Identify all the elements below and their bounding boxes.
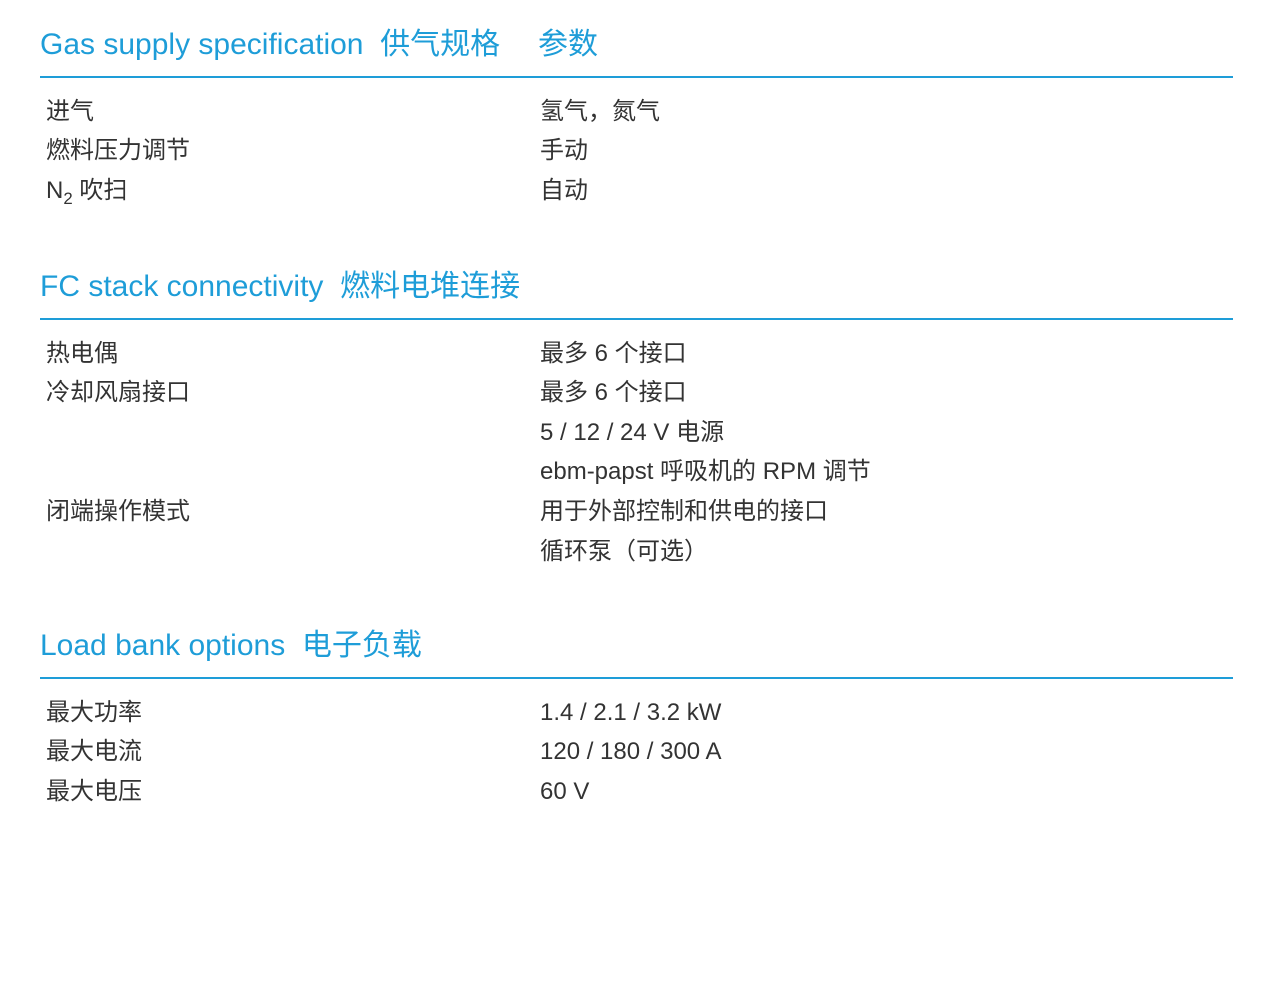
section-title: FC stack connectivity 燃料电堆连接 bbox=[40, 262, 520, 312]
spec-value-line: 最多 6 个接口 bbox=[540, 373, 1233, 413]
section-header: Gas supply specification 供气规格 参数 bbox=[40, 20, 1233, 70]
section-title-zh: 燃料电堆连接 bbox=[340, 270, 520, 303]
spec-value-line: 用于外部控制和供电的接口 bbox=[540, 492, 1233, 532]
spec-value-line: ebm-papst 呼吸机的 RPM 调节 bbox=[540, 452, 1233, 492]
section-divider bbox=[40, 677, 1233, 679]
spec-label: 最大电压 bbox=[40, 772, 540, 812]
spec-value: 氢气，氮气 bbox=[540, 92, 1233, 132]
spec-value-line: 5 / 12 / 24 V 电源 bbox=[540, 413, 1233, 453]
section-header: Load bank options 电子负载 bbox=[40, 621, 1233, 671]
section-divider bbox=[40, 318, 1233, 320]
section-gas-supply: Gas supply specification 供气规格 参数 进气 氢气，氮… bbox=[40, 20, 1233, 212]
spec-value: 最多 6 个接口 bbox=[540, 334, 1233, 374]
spec-value: 60 V bbox=[540, 772, 1233, 812]
spec-row: 进气 氢气，氮气 bbox=[40, 92, 1233, 132]
spec-label: 进气 bbox=[40, 92, 540, 132]
section-title-zh: 电子负载 bbox=[302, 629, 422, 662]
spec-row: 最大电压 60 V bbox=[40, 772, 1233, 812]
spec-label: 燃料压力调节 bbox=[40, 131, 540, 171]
spec-value: 1.4 / 2.1 / 3.2 kW bbox=[540, 693, 1233, 733]
spec-value: 自动 bbox=[540, 171, 1233, 211]
spec-label: 闭端操作模式 bbox=[40, 492, 540, 532]
spec-row: 冷却风扇接口 最多 6 个接口 5 / 12 / 24 V 电源 ebm-pap… bbox=[40, 373, 1233, 492]
param-header: 参数 bbox=[538, 20, 1233, 70]
section-title-en: FC stack connectivity bbox=[40, 270, 323, 303]
section-load-bank: Load bank options 电子负载 最大功率 1.4 / 2.1 / … bbox=[40, 621, 1233, 811]
section-header: FC stack connectivity 燃料电堆连接 bbox=[40, 262, 1233, 312]
spec-row: 闭端操作模式 用于外部控制和供电的接口 循环泵（可选） bbox=[40, 492, 1233, 571]
spec-value: 手动 bbox=[540, 131, 1233, 171]
section-title: Load bank options 电子负载 bbox=[40, 621, 422, 671]
spec-row: N2 吹扫 自动 bbox=[40, 171, 1233, 213]
section-title-zh: 供气规格 bbox=[380, 28, 500, 61]
spec-value-multi: 最多 6 个接口 5 / 12 / 24 V 电源 ebm-papst 呼吸机的… bbox=[540, 373, 1233, 492]
section-title: Gas supply specification 供气规格 bbox=[40, 20, 500, 70]
spec-label-n2: N2 吹扫 bbox=[40, 171, 540, 213]
spec-label: 最大电流 bbox=[40, 732, 540, 772]
spec-row: 最大电流 120 / 180 / 300 A bbox=[40, 732, 1233, 772]
spec-label: 热电偶 bbox=[40, 334, 540, 374]
section-title-en: Load bank options bbox=[40, 629, 285, 662]
spec-value-line: 循环泵（可选） bbox=[540, 532, 1233, 572]
spec-row: 最大功率 1.4 / 2.1 / 3.2 kW bbox=[40, 693, 1233, 733]
spec-value-multi: 用于外部控制和供电的接口 循环泵（可选） bbox=[540, 492, 1233, 571]
spec-row: 燃料压力调节 手动 bbox=[40, 131, 1233, 171]
section-fc-stack: FC stack connectivity 燃料电堆连接 热电偶 最多 6 个接… bbox=[40, 262, 1233, 571]
spec-row: 热电偶 最多 6 个接口 bbox=[40, 334, 1233, 374]
section-title-en: Gas supply specification bbox=[40, 28, 364, 61]
spec-label: 最大功率 bbox=[40, 693, 540, 733]
spec-label: 冷却风扇接口 bbox=[40, 373, 540, 413]
section-divider bbox=[40, 76, 1233, 78]
spec-value: 120 / 180 / 300 A bbox=[540, 732, 1233, 772]
